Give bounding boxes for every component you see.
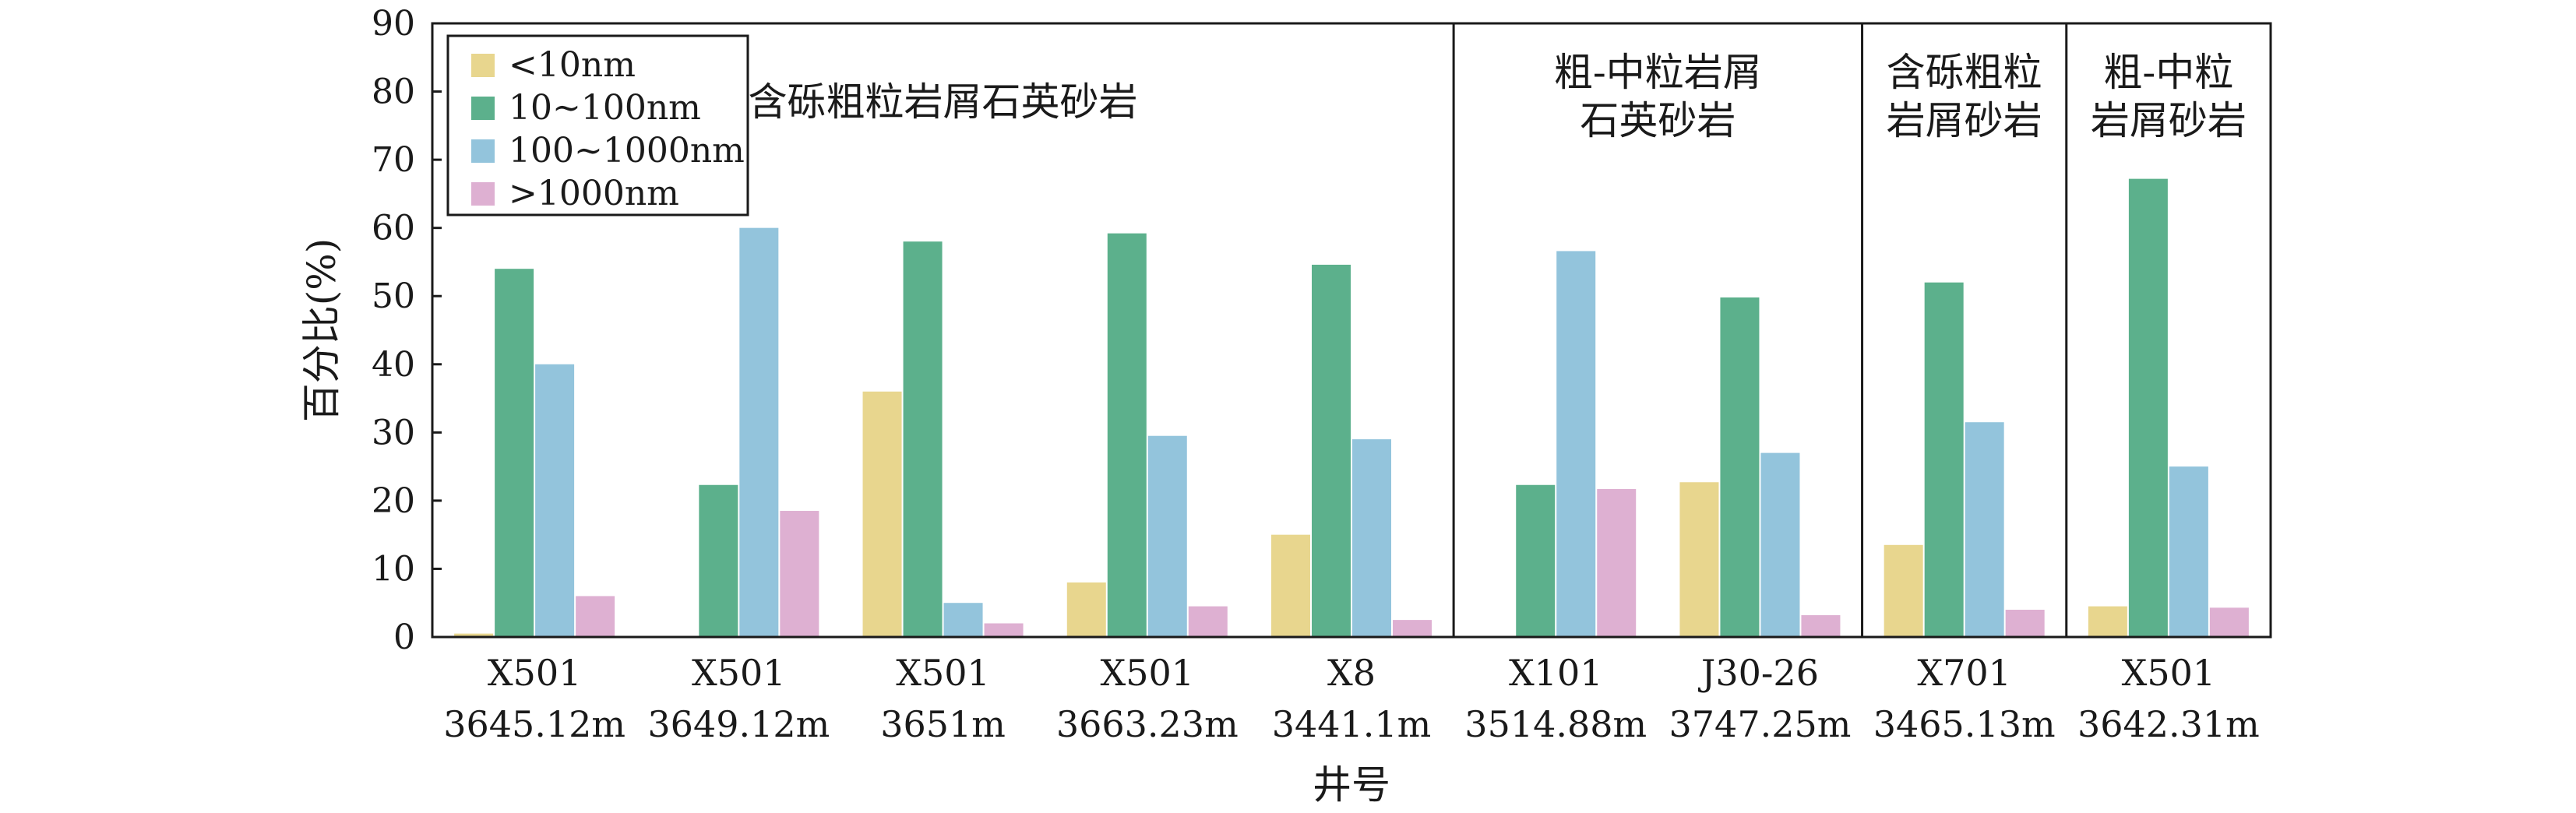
bar-8-series-1 [1884,544,1923,637]
x-tick-label-well: X501 [488,652,582,694]
bar-6-series-3 [1556,251,1596,637]
bar-3-series-3 [943,603,983,637]
y-tick-label: 10 [372,549,415,589]
legend-label: <10nm [509,45,636,85]
bar-4-series-4 [1188,606,1228,637]
y-tick-label: 0 [393,618,415,657]
x-tick-label-well: X501 [896,652,990,694]
bar-9-series-4 [2209,607,2249,637]
legend-swatch [471,54,495,77]
group-label-2: 石英砂岩 [1580,98,1736,143]
x-tick-label-depth: 3747.25m [1669,703,1852,745]
bar-1-series-2 [495,269,534,637]
x-tick-label-well: J30-26 [1698,652,1819,694]
bar-3-series-4 [984,623,1024,637]
bar-9-series-1 [2088,606,2127,637]
group-label-1: 含砾粗粒岩屑石英砂岩 [749,79,1138,125]
bars-layer [454,178,2249,638]
group-label-4: 岩屑砂岩 [2091,98,2247,143]
x-tick-label-depth: 3663.23m [1056,703,1239,745]
bar-7-series-3 [1760,452,1800,637]
bar-3-series-2 [903,241,943,637]
y-axis-title: 百分比(%) [299,238,344,423]
x-tick-label-well: X701 [1917,652,2011,694]
bar-6-series-4 [1597,489,1637,637]
legend-swatch [471,139,495,163]
group-label-3: 岩屑砂岩 [1887,98,2042,143]
bar-1-series-4 [576,596,615,637]
bar-5-series-1 [1271,534,1310,637]
plot-frame [431,22,2272,639]
bar-4-series-3 [1147,435,1187,637]
y-tick-label: 60 [372,209,415,248]
y-axis: 0 10 20 30 40 50 60 70 80 90 [372,4,442,657]
bar-1-series-3 [535,364,575,637]
x-tick-label-depth: 3441.1m [1272,703,1432,745]
bar-2-series-2 [699,484,738,637]
bar-7-series-4 [1801,614,1841,637]
x-tick-label-depth: 3651m [880,703,1006,745]
y-tick-label: 90 [372,4,415,44]
x-tick-label-well: X501 [1100,652,1194,694]
bar-2-series-3 [739,227,779,638]
bar-8-series-4 [2005,609,2045,637]
legend-box [446,34,749,216]
bar-1-series-1 [454,633,494,637]
bar-5-series-2 [1312,264,1351,637]
x-tick-label-depth: 3645.12m [443,703,625,745]
bar-2-series-4 [780,511,819,637]
x-tick-label-depth: 3649.12m [647,703,830,745]
legend-label: >1000nm [509,174,679,213]
bar-9-series-2 [2128,178,2168,638]
y-tick-label: 80 [372,72,415,112]
group-label-2: 粗-中粒岩屑 [1554,50,1762,95]
y-tick-label: 70 [372,140,415,180]
x-tick-label-depth: 3514.88m [1464,703,1647,745]
bar-7-series-2 [1720,297,1760,637]
group-label-4: 粗-中粒 [2103,50,2233,95]
legend-swatch [471,97,495,120]
bar-8-series-2 [1924,282,1964,637]
bar-5-series-4 [1393,620,1432,637]
x-tick-label-depth: 3642.31m [2077,703,2260,745]
bar-6-series-2 [1516,484,1556,637]
y-tick-label: 50 [372,276,415,316]
group-label-3: 含砾粗粒 [1887,50,2042,95]
group-dividers [1452,23,2068,637]
y-tick-label: 40 [372,345,415,385]
bar-4-series-2 [1107,233,1147,637]
legend-label: 100~1000nm [509,131,745,171]
bar-3-series-1 [862,391,902,637]
bar-9-series-3 [2169,466,2208,637]
bar-4-series-1 [1066,582,1106,637]
x-tick-label-well: X501 [2122,652,2216,694]
y-tick-label: 20 [372,481,415,521]
legend-swatch [471,182,495,206]
x-tick-label-well: X101 [1509,652,1603,694]
legend-label: 10~100nm [509,88,701,128]
x-axis: X501 3645.12m X501 3649.12m X501 3651m X501 366… [443,652,2260,745]
x-tick-label-depth: 3465.13m [1873,703,2056,745]
x-axis-title: 井号 [1313,762,1390,808]
x-tick-label-well: X8 [1327,652,1376,694]
y-tick-label: 30 [372,413,415,452]
x-tick-label-well: X501 [692,652,786,694]
bar-8-series-3 [1965,422,2004,637]
bar-7-series-1 [1679,482,1719,637]
bar-5-series-3 [1352,439,1391,637]
